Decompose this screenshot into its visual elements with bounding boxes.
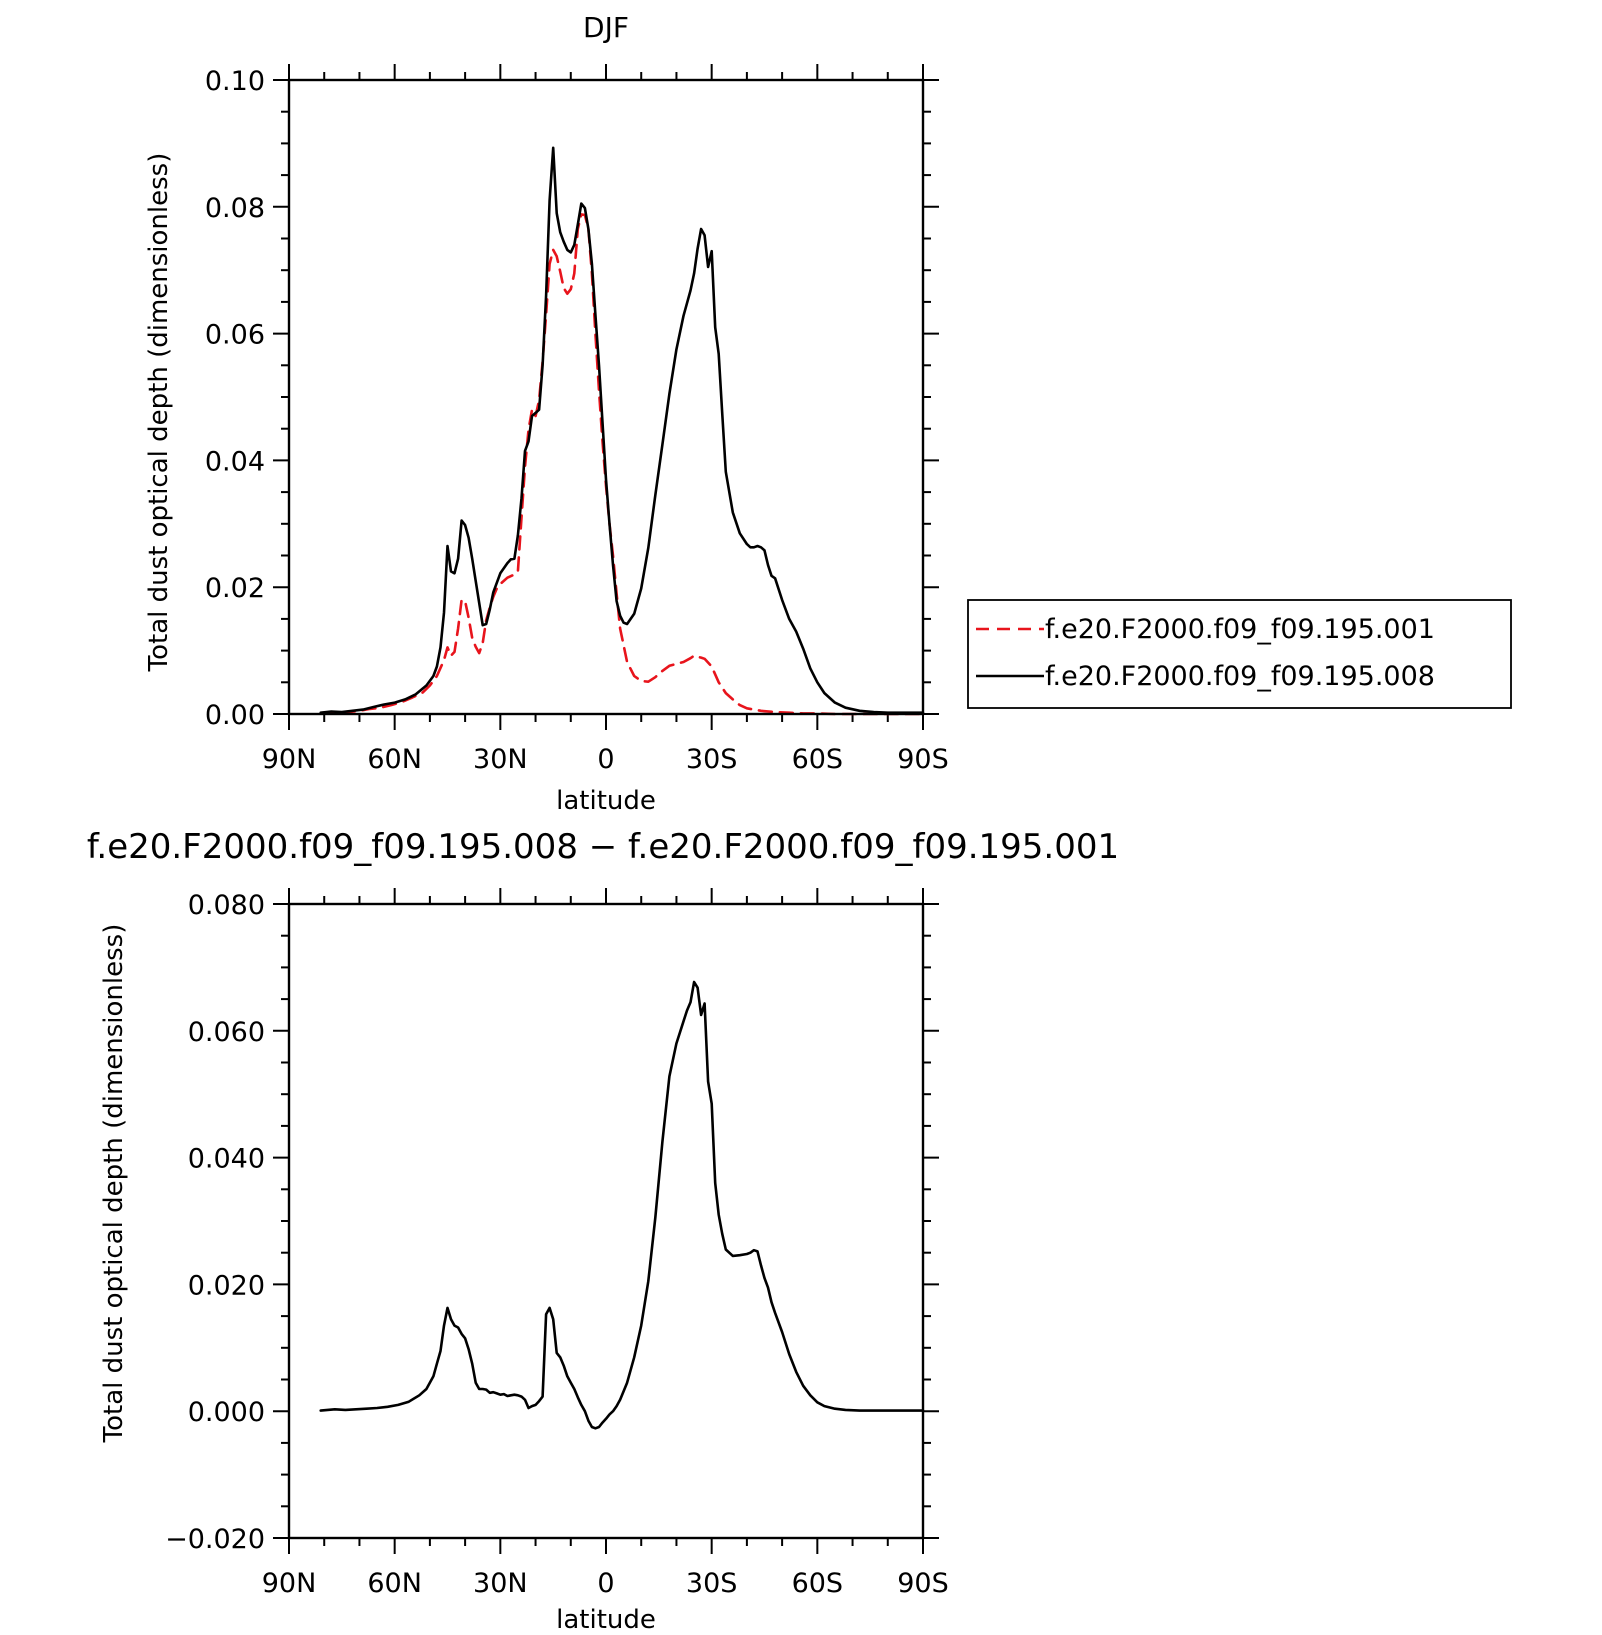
panel-bottom-xtick-label: 60N — [367, 1568, 422, 1599]
panel-bottom-xtick-label: 60S — [792, 1568, 844, 1599]
panel-bottom-ytick-label: 0.060 — [188, 1017, 265, 1048]
panel-bottom-xtick-label: 90N — [262, 1568, 317, 1599]
panel-bottom-ytick-label: 0.020 — [188, 1270, 265, 1301]
panel-bottom-ytick-label: 0.040 — [188, 1144, 265, 1175]
panel-bottom-xtick-label: 30N — [473, 1568, 528, 1599]
panel-bottom-xtick-label: 90S — [897, 1568, 949, 1599]
panel-top-xlabel: latitude — [556, 786, 656, 816]
panel-bottom-xtick-label: 0 — [597, 1568, 614, 1599]
panel-top-tick-labels: 0.00 0.02 0.04 0.06 0.08 0.10 90N 60N 30N 0 30S 60S… — [205, 66, 949, 775]
legend-label-series-1: f.e20.F2000.f09_f09.195.001 — [1045, 614, 1435, 645]
panel-top-grid-ticks — [273, 64, 939, 730]
panel-top: DJF Total dust optical depth (dimensionl… — [144, 11, 1512, 816]
panel-bottom-ytick-label: 0.000 — [188, 1397, 265, 1428]
panel-top-ylabel: Total dust optical depth (dimensionless) — [144, 153, 174, 673]
panel-bottom-xtick-label: 30S — [686, 1568, 738, 1599]
panel-top-ytick-label: 0.00 — [205, 700, 265, 731]
panel-top-ytick-label: 0.06 — [205, 320, 265, 351]
panel-top-title: DJF — [583, 11, 629, 44]
panel-bottom: f.e20.F2000.f09_f09.195.008 − f.e20.F200… — [87, 827, 1119, 1635]
panel-top-xtick-label: 60S — [792, 744, 844, 775]
panel-top-xtick-label: 90N — [262, 744, 317, 775]
panel-bottom-ytick-label: −0.020 — [165, 1524, 265, 1555]
legend-box — [967, 599, 1512, 709]
panel-top-xtick-label: 60N — [367, 744, 422, 775]
panel-top-xtick-label: 90S — [897, 744, 949, 775]
panel-bottom-ylabel: Total dust optical depth (dimensionless) — [99, 924, 129, 1444]
legend-label-series-2: f.e20.F2000.f09_f09.195.008 — [1045, 661, 1435, 692]
panel-bottom-tick-labels: −0.020 0.000 0.020 0.040 0.060 0.080 90N 60N 30N… — [165, 890, 949, 1599]
panel-bottom-xlabel: latitude — [556, 1605, 656, 1635]
panel-top-ytick-label: 0.02 — [205, 573, 265, 604]
panel-top-xtick-label: 30S — [686, 744, 738, 775]
panel-top-series — [319, 146, 925, 716]
panel-top-xtick-label: 0 — [597, 744, 614, 775]
legend: f.e20.F2000.f09_f09.195.001 f.e20.F2000.… — [967, 599, 1512, 709]
panel-bottom-series — [319, 980, 925, 1430]
panel-bottom-ytick-label: 0.080 — [188, 890, 265, 921]
panel-bottom-title: f.e20.F2000.f09_f09.195.008 − f.e20.F200… — [87, 827, 1119, 867]
panel-top-ytick-label: 0.08 — [205, 193, 265, 224]
panel-bottom-frame — [287, 902, 925, 1540]
panel-top-frame — [287, 78, 925, 716]
panel-top-ytick-label: 0.10 — [205, 66, 265, 97]
panel-bottom-grid-ticks — [273, 888, 939, 1554]
panel-bottom-series-line-1 — [319, 980, 925, 1430]
panel-top-series-line-2 — [319, 146, 925, 715]
panel-top-ytick-label: 0.04 — [205, 446, 265, 477]
panel-top-xtick-label: 30N — [473, 744, 528, 775]
panel-top-series-line-1 — [319, 213, 925, 716]
